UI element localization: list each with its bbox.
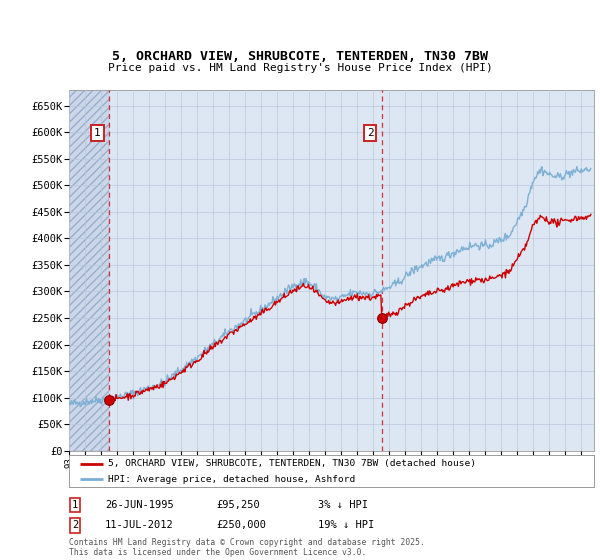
Text: 26-JUN-1995: 26-JUN-1995 (105, 500, 174, 510)
Text: 19% ↓ HPI: 19% ↓ HPI (318, 520, 374, 530)
Text: 1: 1 (72, 500, 78, 510)
Text: 5, ORCHARD VIEW, SHRUBCOTE, TENTERDEN, TN30 7BW (detached house): 5, ORCHARD VIEW, SHRUBCOTE, TENTERDEN, T… (109, 459, 476, 468)
Text: 3% ↓ HPI: 3% ↓ HPI (318, 500, 368, 510)
Text: 5, ORCHARD VIEW, SHRUBCOTE, TENTERDEN, TN30 7BW: 5, ORCHARD VIEW, SHRUBCOTE, TENTERDEN, T… (112, 49, 488, 63)
Text: £95,250: £95,250 (216, 500, 260, 510)
Polygon shape (69, 90, 109, 451)
Text: £250,000: £250,000 (216, 520, 266, 530)
Text: Price paid vs. HM Land Registry's House Price Index (HPI): Price paid vs. HM Land Registry's House … (107, 63, 493, 73)
Text: HPI: Average price, detached house, Ashford: HPI: Average price, detached house, Ashf… (109, 474, 356, 484)
Text: 2: 2 (72, 520, 78, 530)
Text: 2: 2 (367, 128, 374, 138)
Text: Contains HM Land Registry data © Crown copyright and database right 2025.
This d: Contains HM Land Registry data © Crown c… (69, 538, 425, 557)
Text: 11-JUL-2012: 11-JUL-2012 (105, 520, 174, 530)
Text: 1: 1 (94, 128, 101, 138)
